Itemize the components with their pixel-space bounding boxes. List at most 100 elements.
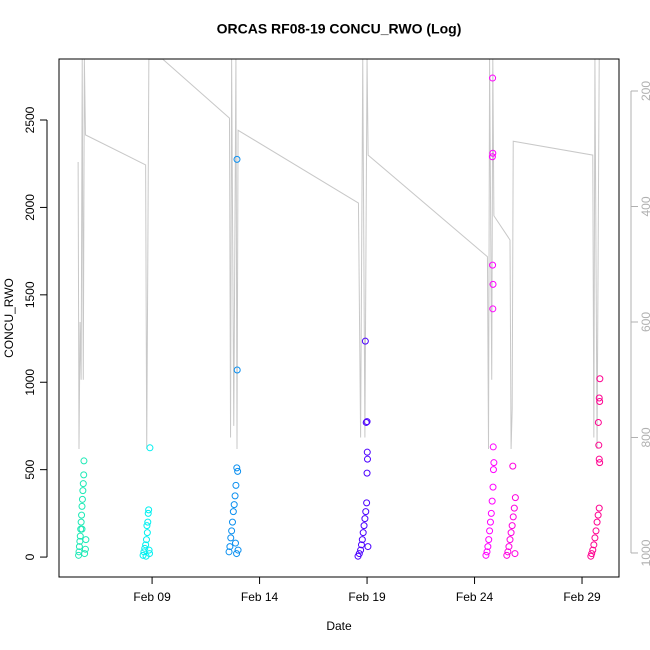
data-point (362, 508, 370, 516)
x-tick-label: Feb 29 (563, 590, 601, 604)
y2-tick-label: 1000 (639, 539, 650, 566)
data-point (227, 534, 235, 542)
data-point (359, 529, 367, 537)
y2-tick-label: 200 (639, 81, 650, 101)
data-point (363, 455, 371, 463)
data-point (363, 448, 371, 456)
data-point (596, 375, 604, 383)
data-point (234, 467, 242, 475)
data-point (503, 551, 511, 559)
x-tick-label: Feb 09 (133, 590, 171, 604)
data-point (486, 527, 494, 535)
data-point (232, 481, 240, 489)
data-point (595, 394, 603, 402)
data-point (145, 546, 153, 554)
data-point (362, 418, 370, 426)
data-point (82, 536, 90, 544)
data-point (509, 462, 517, 470)
data-point (226, 543, 234, 551)
y-tick-label: 1500 (23, 281, 37, 308)
data-point (142, 536, 150, 544)
y2-tick-label: 400 (639, 196, 650, 216)
data-point (361, 515, 369, 523)
y-tick-label: 0 (23, 553, 37, 560)
data-point (589, 546, 597, 554)
data-point (142, 552, 150, 560)
data-point (357, 546, 365, 554)
data-point (78, 511, 86, 519)
data-line (77, 59, 600, 450)
data-point (505, 543, 513, 551)
chart-title: ORCAS RF08-19 CONCU_RWO (Log) (217, 21, 462, 37)
data-point (81, 550, 89, 558)
data-point (75, 543, 83, 551)
data-point (507, 529, 515, 537)
data-point (228, 527, 236, 535)
y-tick-label: 1000 (23, 369, 37, 396)
data-point (594, 511, 602, 519)
data-point (489, 261, 497, 269)
data-point (504, 548, 512, 556)
data-point (588, 550, 596, 558)
data-point (595, 504, 603, 512)
data-point (489, 149, 497, 157)
data-point (490, 459, 498, 467)
data-point (144, 509, 152, 517)
data-point (489, 466, 497, 474)
data-point (141, 544, 149, 552)
data-point (364, 543, 372, 551)
data-point (234, 546, 242, 554)
data-point (363, 418, 371, 426)
data-point (357, 541, 365, 549)
data-point (233, 550, 241, 558)
data-point (146, 444, 154, 452)
x-axis-label: Date (326, 619, 352, 633)
data-point (76, 532, 84, 540)
data-point (510, 504, 518, 512)
plot-area (75, 59, 604, 560)
data-point (591, 534, 599, 542)
y-tick-label: 500 (23, 459, 37, 479)
data-point (489, 483, 497, 491)
data-point (506, 536, 514, 544)
data-point (489, 74, 497, 82)
data-point (225, 548, 233, 556)
data-point (80, 471, 88, 479)
data-point (595, 455, 603, 463)
data-point (231, 492, 239, 500)
data-point (233, 464, 241, 472)
data-point (358, 536, 366, 544)
data-point (594, 418, 602, 426)
plot-frame (58, 58, 620, 578)
data-point (80, 457, 88, 465)
y-tick-label: 2500 (23, 106, 37, 133)
data-point (79, 480, 87, 488)
x-tick-label: Feb 24 (456, 590, 494, 604)
data-point (511, 494, 519, 502)
data-point (596, 459, 604, 467)
data-point (144, 518, 152, 526)
data-point (363, 469, 371, 477)
data-point (595, 441, 603, 449)
data-point (355, 550, 363, 558)
data-point (143, 522, 151, 530)
x-tick-label: Feb 19 (348, 590, 386, 604)
data-point (228, 518, 236, 526)
data-point (77, 518, 85, 526)
data-point (230, 501, 238, 509)
data-point (590, 541, 598, 549)
data-point (488, 153, 496, 161)
data-point (489, 443, 497, 451)
data-point (482, 551, 490, 559)
data-point (508, 522, 516, 530)
data-point (483, 548, 491, 556)
data-point (139, 551, 147, 559)
data-point (145, 506, 153, 514)
data-point (596, 397, 604, 405)
data-point (488, 497, 496, 505)
data-point (511, 550, 519, 558)
data-point (79, 487, 87, 495)
data-point (233, 155, 241, 163)
data-point (78, 502, 86, 510)
